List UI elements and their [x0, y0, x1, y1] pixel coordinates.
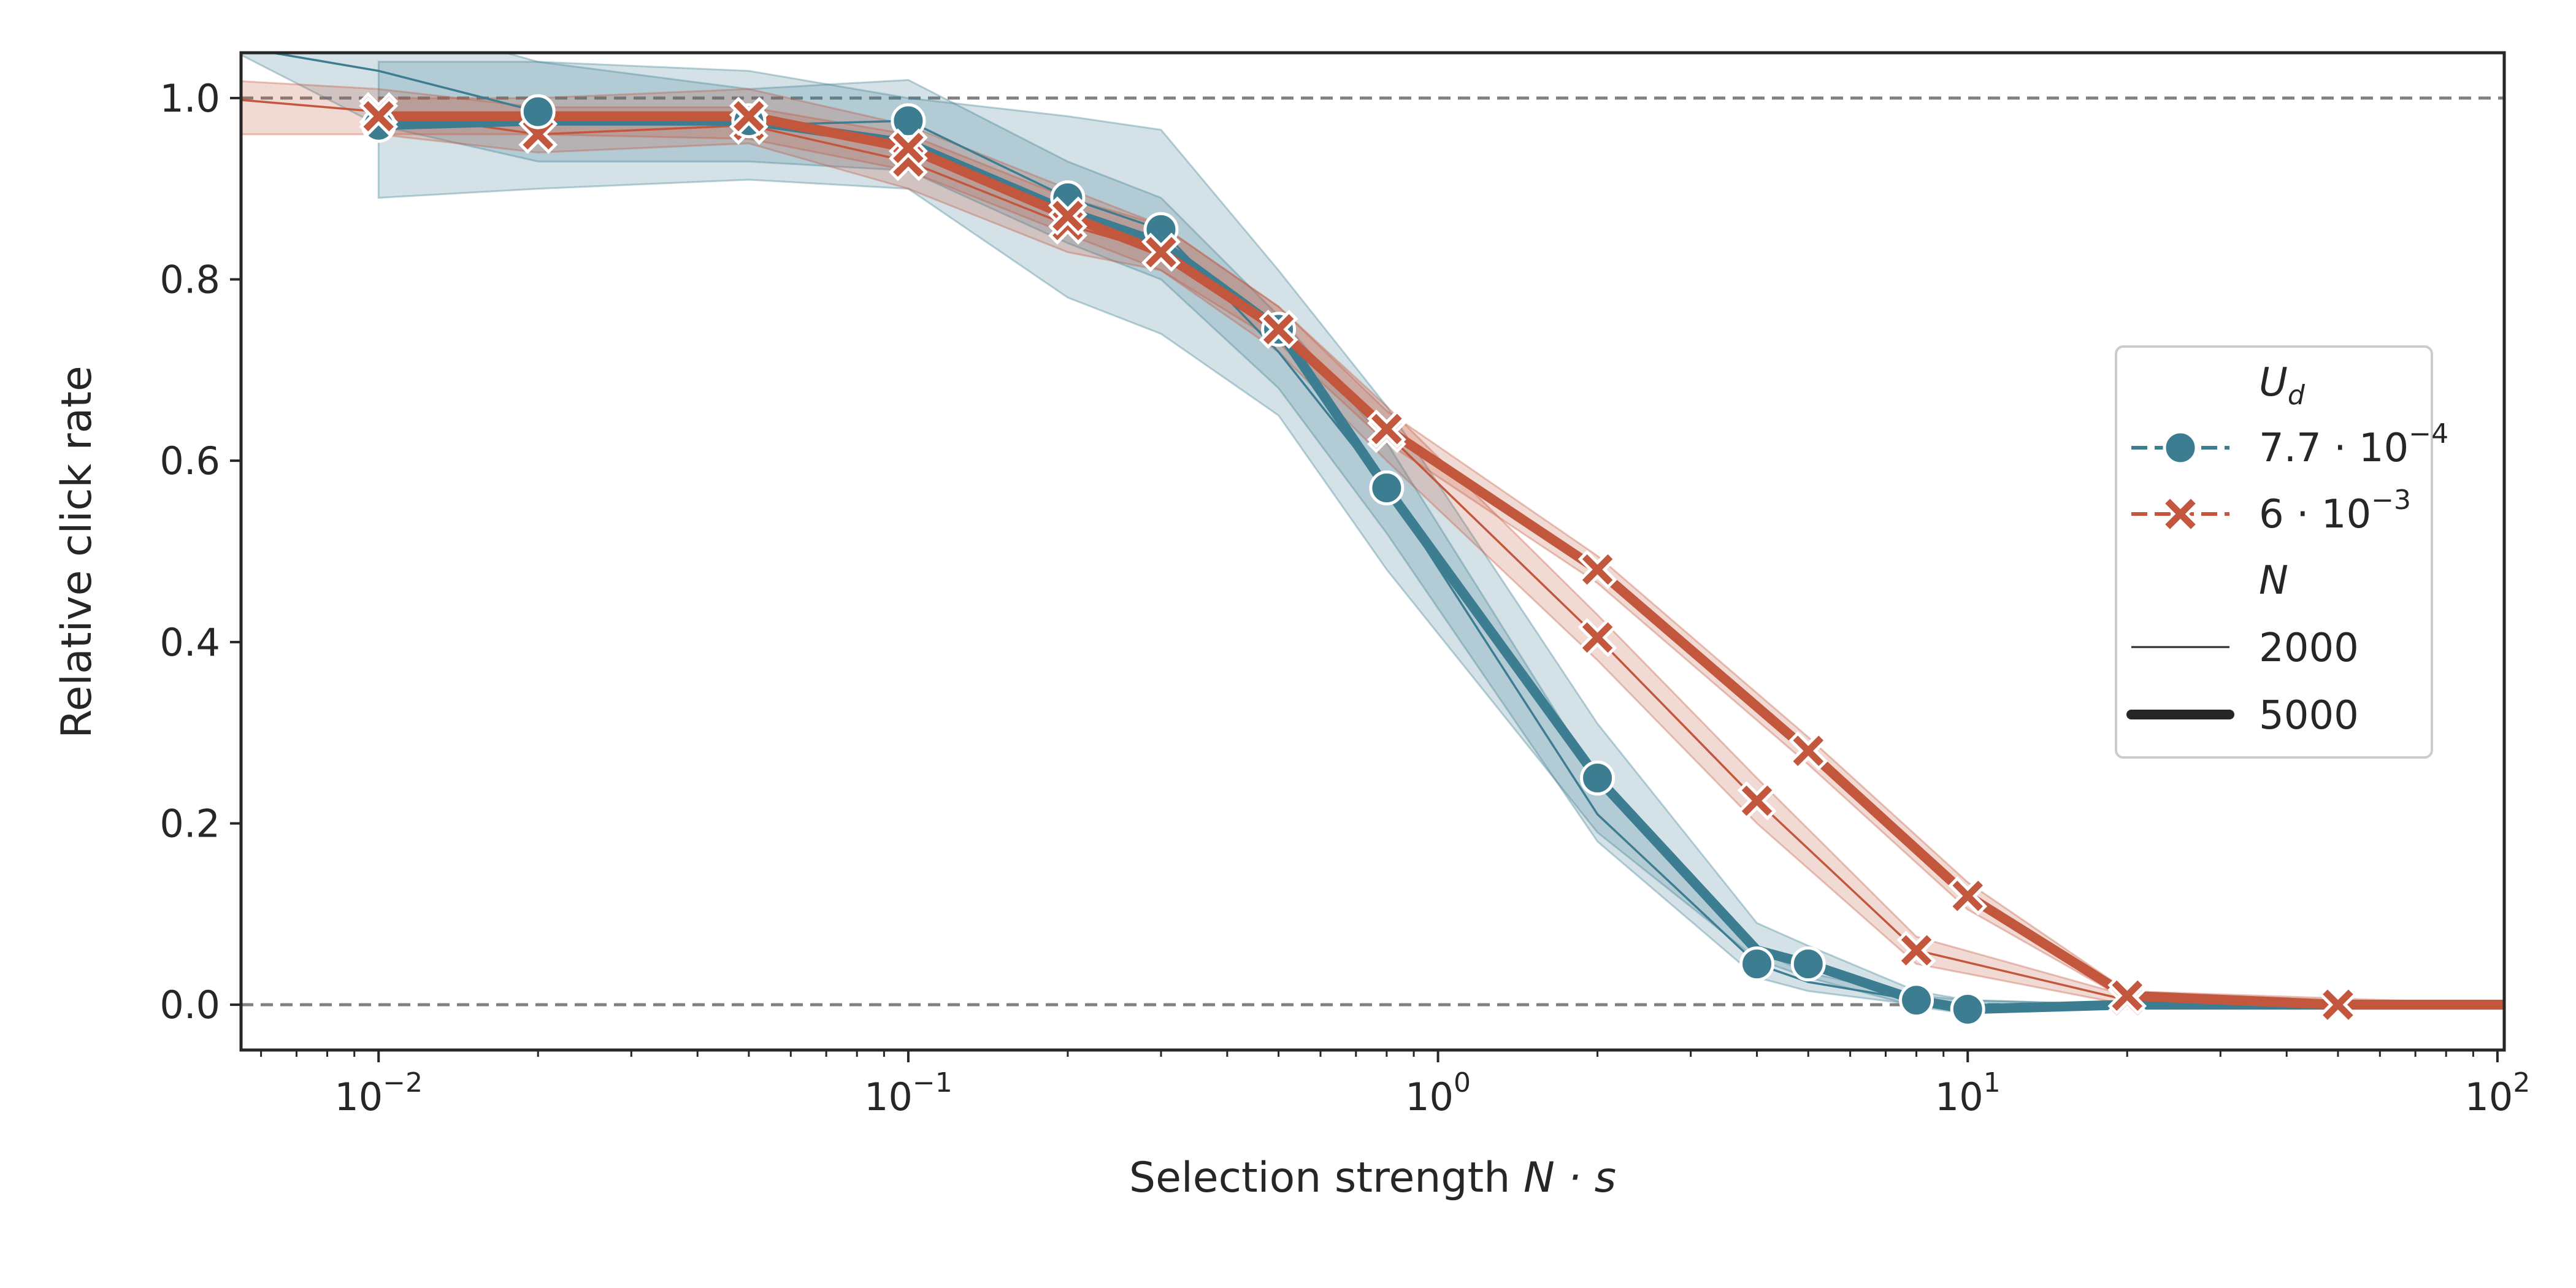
x-tick-label: 101	[1935, 1067, 2001, 1119]
marker-circle-teal-5000-7	[1369, 470, 1405, 506]
legend-x-marker	[2165, 499, 2196, 529]
legend-label-size-2: 5000	[2259, 693, 2359, 738]
y-tick-label: 0.4	[159, 620, 220, 665]
x-axis-title: Selection strength N · s	[1129, 1154, 1616, 1202]
marker-x-red-5000-5	[1263, 314, 1294, 345]
legend-entry-hue-1: 7.7 · 10−4	[2131, 418, 2448, 471]
legend-entry-size-1: 2000	[2131, 626, 2359, 671]
marker-x-red-5000-8	[1793, 735, 1824, 766]
legend-circle-marker	[2163, 430, 2198, 466]
legend-label-size-1: 2000	[2259, 626, 2359, 671]
series-markers	[359, 92, 2358, 1027]
marker-x-red-5000-9	[1952, 880, 1984, 911]
legend-hue-title: Ud	[2259, 360, 2306, 411]
legend: Ud 7.7 · 10−4 6 · 10−3 N 2000 5000	[2115, 345, 2448, 759]
x-tick-label: 100	[1405, 1067, 1471, 1119]
x-tick-label: 10−1	[864, 1067, 953, 1119]
legend-size-title: N	[2259, 558, 2288, 604]
marker-circle-teal-5000-12	[1950, 991, 1985, 1027]
marker-x-red-5000-7	[1582, 554, 1613, 585]
y-axis: 0.0 0.2 0.4 0.6 0.8 1.0	[159, 76, 241, 1027]
legend-entry-size-2: 5000	[2126, 693, 2359, 738]
marker-x-red-5000-10	[2112, 980, 2143, 1011]
plot-frame	[239, 51, 2506, 1052]
marker-circle-teal-5000-3	[891, 103, 926, 139]
marker-x-red-5000-6	[1371, 413, 1402, 445]
marker-x-red-2000-9	[1741, 785, 1773, 816]
marker-x-red-5000-1	[734, 101, 764, 132]
marker-circle-teal-5000-1	[520, 94, 556, 129]
x-axis: 10−2 10−1 100 101 102	[260, 1050, 2530, 1119]
y-tick-label: 0.0	[159, 983, 220, 1027]
y-tick-label: 0.2	[159, 801, 220, 846]
marker-circle-teal-5000-9	[1739, 946, 1775, 982]
y-tick-label: 0.8	[159, 258, 220, 302]
marker-x-red-5000-0	[363, 101, 394, 132]
marker-x-red-2000-8	[1582, 622, 1613, 653]
marker-circle-teal-5000-11	[1899, 983, 1934, 1018]
line-red-5000	[374, 111, 2504, 1010]
marker-x-red-5000-4	[1146, 237, 1176, 267]
marker-circle-teal-5000-10	[1790, 946, 1826, 982]
x-tick-label: 10−2	[334, 1067, 423, 1119]
marker-circle-teal-5000-8	[1580, 761, 1616, 796]
legend-entry-hue-2: 6 · 10−3	[2131, 485, 2411, 537]
marker-x-red-5000-11	[2323, 989, 2353, 1020]
y-axis-title: Relative click rate	[53, 366, 101, 738]
legend-label-hue-1: 7.7 · 10−4	[2259, 418, 2448, 471]
band-teal-2000	[241, 53, 2504, 1010]
y-tick-label: 1.0	[159, 76, 220, 121]
marker-x-red-5000-3	[1052, 201, 1083, 231]
marker-x-red-2000-10	[1901, 935, 1932, 966]
legend-label-hue-2: 6 · 10−3	[2259, 485, 2411, 537]
y-tick-label: 0.6	[159, 439, 220, 483]
x-tick-label: 102	[2464, 1067, 2530, 1119]
marker-x-red-5000-2	[893, 132, 924, 163]
